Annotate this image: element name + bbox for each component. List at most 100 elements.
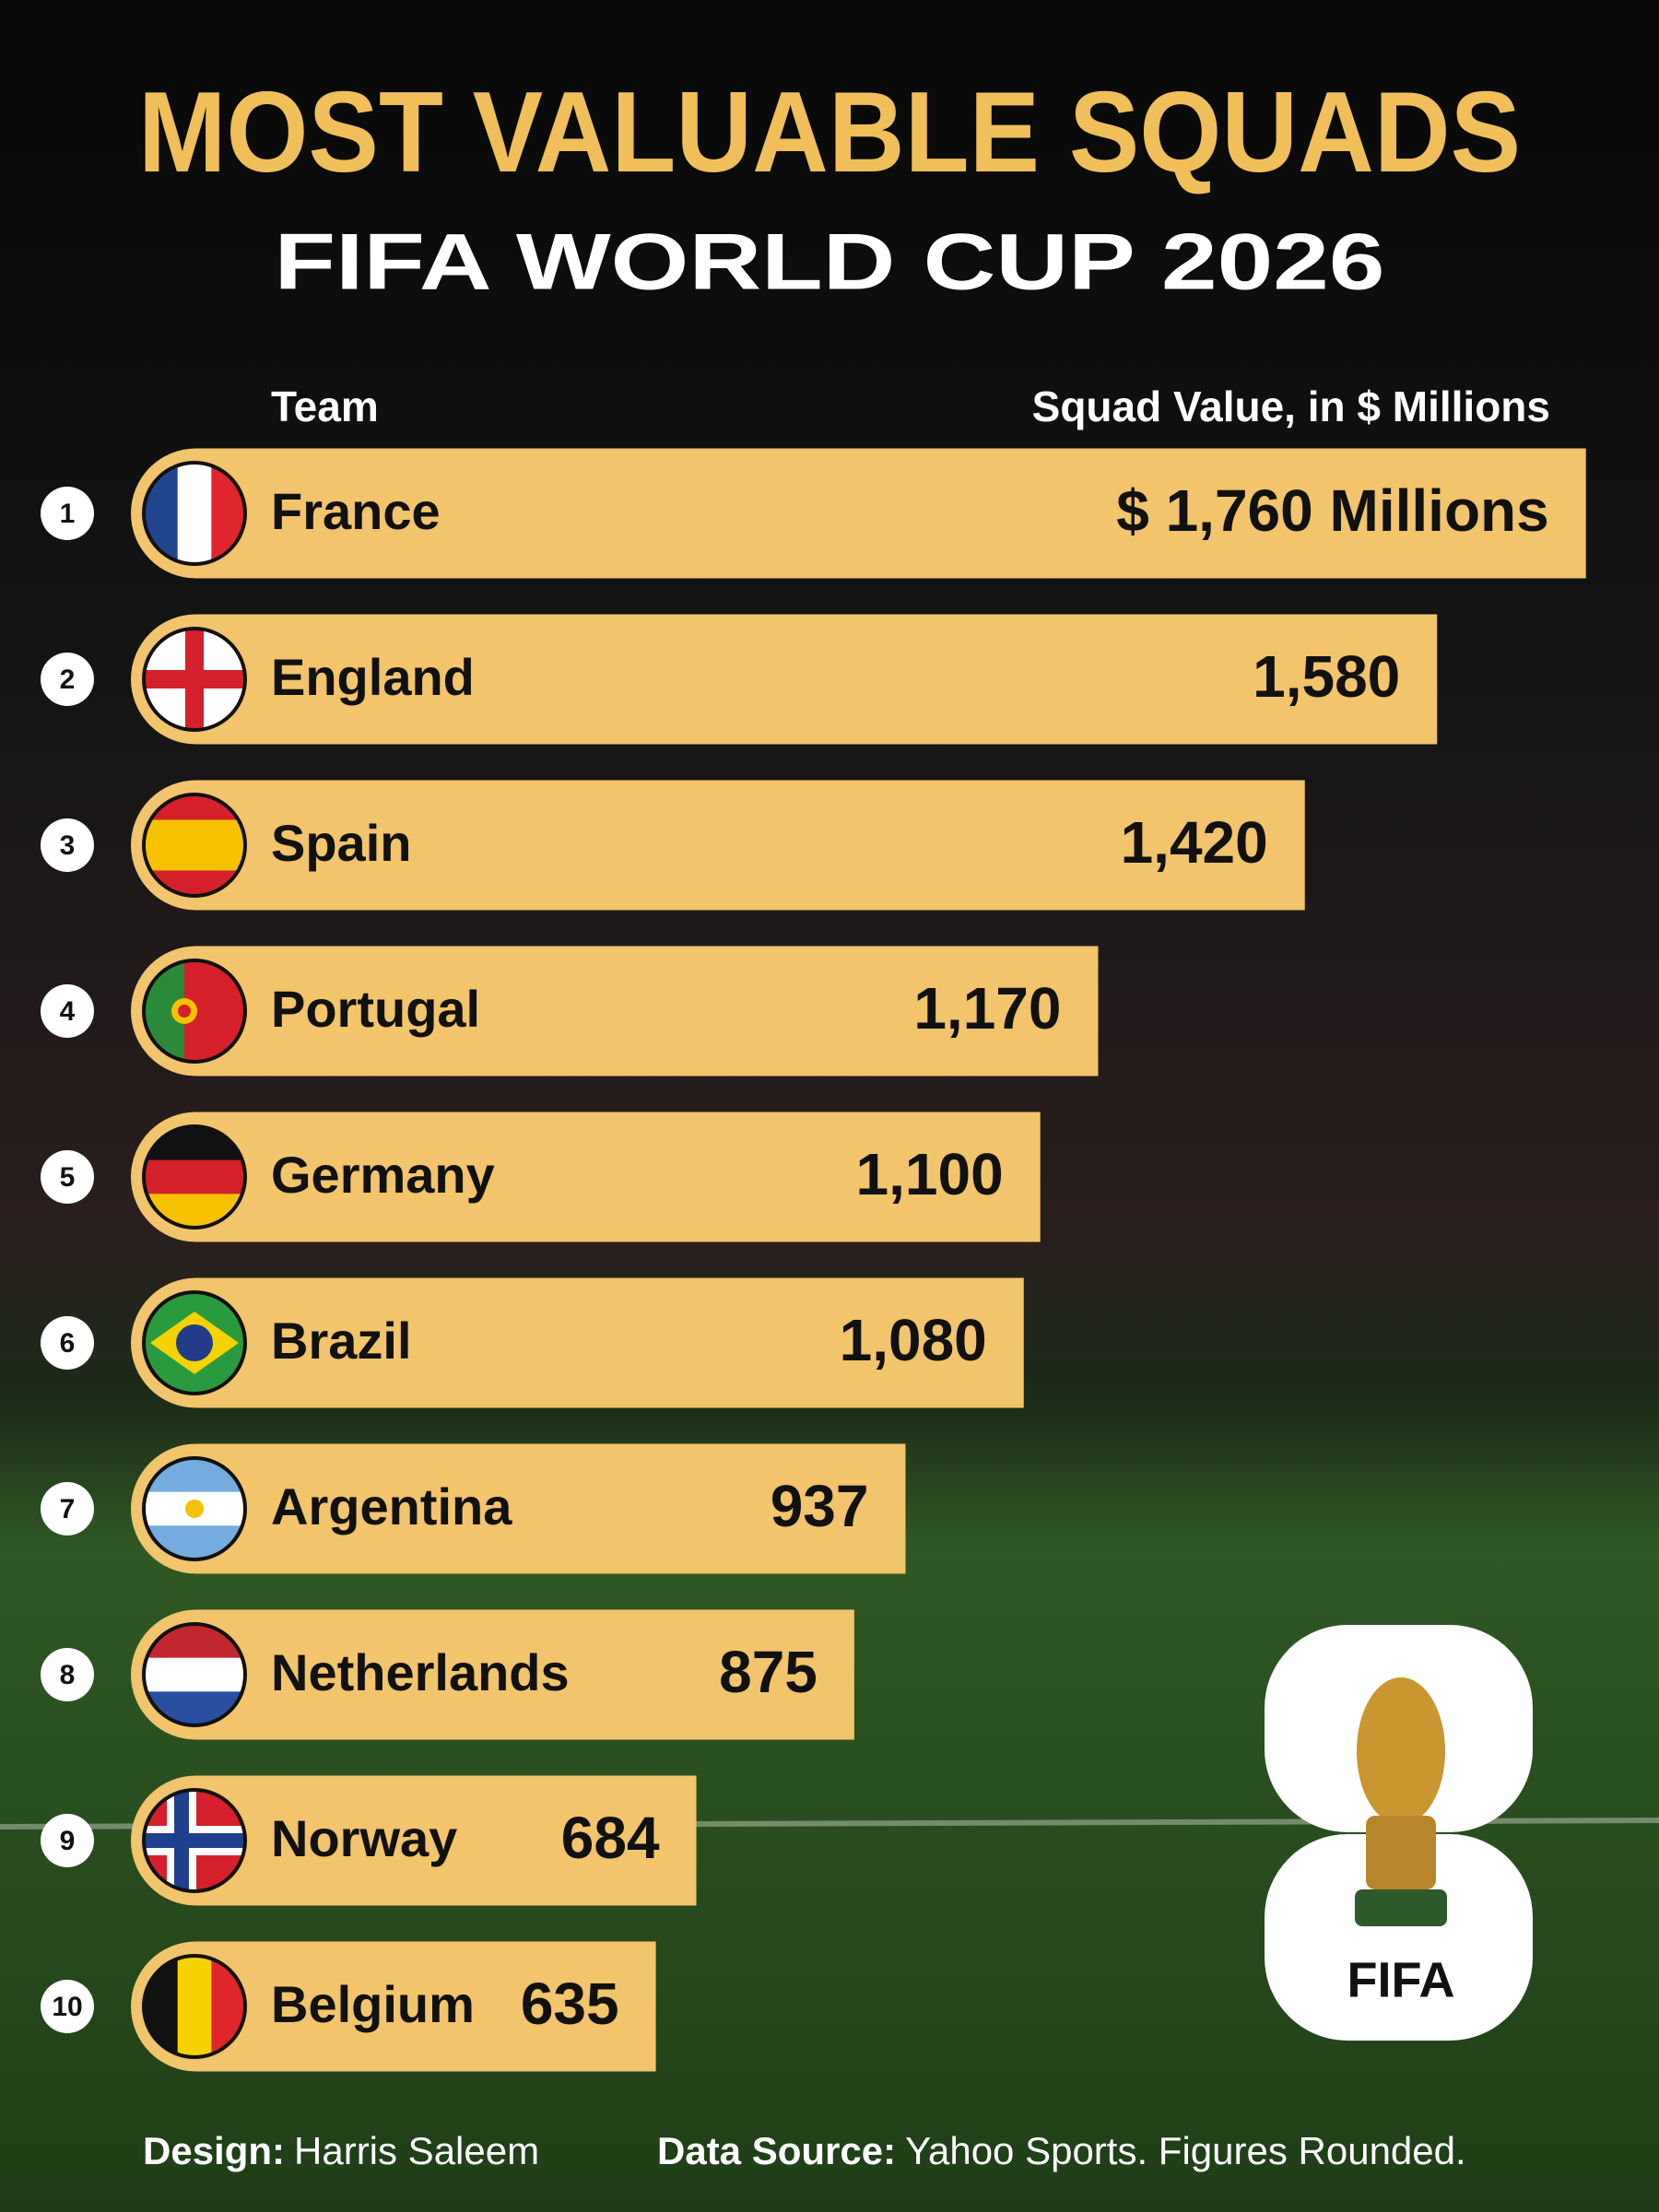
flag-cross	[185, 629, 204, 730]
flag	[144, 960, 245, 1062]
rank-badge	[41, 1316, 94, 1370]
trophy-base	[1355, 1889, 1447, 1926]
category-header: Team	[271, 382, 379, 430]
bar-row: 10 Belgium 635	[41, 1941, 656, 2072]
bar	[130, 448, 1586, 579]
bar-row: 7 Argentina 937	[41, 1443, 906, 1574]
flag-border	[142, 1124, 247, 1230]
rank-label: 9	[60, 1826, 76, 1856]
flag-stripe	[144, 1159, 245, 1194]
flag-emblem	[178, 1005, 191, 1018]
rank-label: 3	[60, 830, 76, 861]
bar	[130, 1277, 1024, 1408]
rank-label: 4	[60, 996, 76, 1027]
rank-badge	[41, 818, 94, 872]
flag-border	[142, 793, 247, 898]
team-label: England	[271, 648, 475, 706]
rank-label: 5	[60, 1162, 76, 1193]
rank-label: 7	[60, 1494, 76, 1524]
team-label: Portugal	[271, 980, 480, 1038]
logo-text: FIFA	[1347, 1952, 1455, 2007]
value-label: 1,080	[840, 1307, 987, 1373]
flag-border	[142, 461, 247, 566]
rank-badge	[41, 1482, 94, 1535]
bar	[130, 614, 1438, 745]
flag-stripe	[144, 819, 245, 871]
value-label: 1,580	[1253, 643, 1400, 710]
team-label: Brazil	[271, 1312, 412, 1370]
bar	[130, 1775, 697, 1906]
value-label: 1,170	[913, 975, 1061, 1041]
bar	[130, 1609, 854, 1740]
rank-label: 1	[60, 499, 76, 529]
flag-stripe	[177, 463, 212, 564]
flag	[144, 1292, 245, 1394]
flag-sun	[185, 1500, 204, 1518]
logo-shape	[1265, 1834, 1533, 2041]
value-label: 1,100	[856, 1141, 1004, 1207]
flag	[144, 463, 245, 564]
team-label: Spain	[271, 814, 411, 872]
rank-badge	[41, 1980, 94, 2033]
value-label: 937	[771, 1473, 869, 1539]
team-label: Norway	[271, 1809, 457, 1867]
rank-label: 2	[60, 665, 76, 695]
bar-row: 3 Spain 1,420	[41, 780, 1305, 911]
value-header: Squad Value, in $ Millions	[1032, 382, 1550, 430]
rank-badge	[41, 984, 94, 1038]
flag-border	[142, 1788, 247, 1893]
flag-border	[142, 1622, 247, 1727]
bar-row: 1 France $ 1,760 Millions	[41, 448, 1586, 579]
flag-stripe	[177, 1956, 212, 2057]
flag	[144, 1624, 245, 1725]
bar	[130, 1443, 906, 1574]
flag-border	[142, 627, 247, 732]
chart-title: MOST VALUABLE SQUADS	[138, 69, 1521, 196]
source-credit: Data Source: Yahoo Sports. Figures Rounde…	[657, 2129, 1466, 2172]
rank-badge	[41, 1648, 94, 1701]
logo: FIFA	[1265, 1625, 1533, 2041]
trophy	[1366, 1816, 1436, 1889]
trophy	[1357, 1677, 1445, 1825]
rank-badge	[41, 1150, 94, 1204]
bar	[130, 1112, 1041, 1242]
rank-label: 8	[60, 1660, 76, 1690]
team-label: Belgium	[271, 1975, 475, 2033]
flag-border	[142, 1954, 247, 2059]
rank-label: 6	[60, 1328, 76, 1359]
flag-stripe	[144, 1657, 245, 1692]
rank-badge	[41, 487, 94, 540]
source-label: Data Source:	[657, 2129, 896, 2172]
bar	[130, 780, 1305, 911]
bar-row: 5 Germany 1,100	[41, 1112, 1041, 1242]
value-label: 875	[719, 1639, 818, 1705]
team-label: Netherlands	[271, 1643, 570, 1701]
flag-border	[142, 1456, 247, 1561]
bar-row: 4 Portugal 1,170	[41, 946, 1099, 1077]
design-credit: Design: Harris Saleem	[143, 2129, 539, 2172]
design-label: Design:	[143, 2129, 285, 2172]
value-label: 684	[561, 1805, 660, 1871]
bar-row: 2 England 1,580	[41, 614, 1438, 745]
designer: Harris Saleem	[294, 2129, 539, 2172]
bar-row: 9 Norway 684	[41, 1775, 697, 1906]
flag-emblem	[176, 1324, 213, 1361]
team-label: France	[271, 482, 441, 540]
value-label: 1,420	[1121, 809, 1268, 876]
flag	[144, 1790, 245, 1891]
source: Yahoo Sports. Figures Rounded.	[905, 2129, 1466, 2172]
rank-badge	[41, 1814, 94, 1867]
flag-cross	[174, 1790, 189, 1891]
flag-border	[142, 959, 247, 1064]
flag-border	[142, 1290, 247, 1395]
bar-row: 6 Brazil 1,080	[41, 1277, 1024, 1408]
rank-badge	[41, 653, 94, 706]
bar	[130, 946, 1099, 1077]
chart-subtitle: FIFA WORLD CUP 2026	[275, 218, 1385, 307]
value-label: 635	[521, 1971, 619, 2037]
bar	[130, 1941, 656, 2072]
flag	[144, 629, 245, 730]
bar-row: 8 Netherlands 875	[41, 1609, 854, 1740]
rank-label: 10	[52, 1992, 82, 2022]
